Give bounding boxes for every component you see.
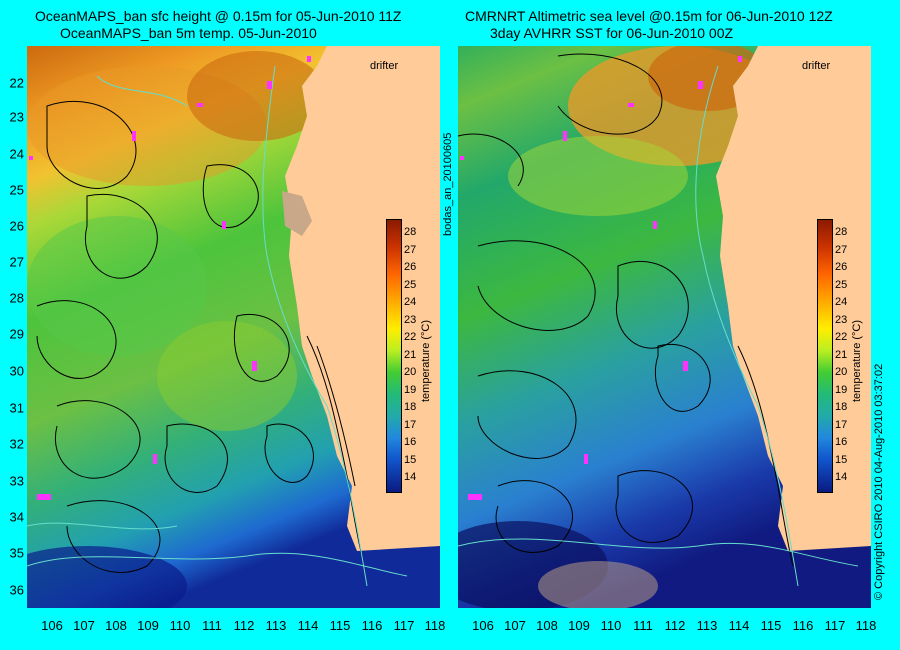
- cbar-tick: 23: [404, 313, 417, 326]
- middle-side-label: bodas_an_20100605: [442, 132, 454, 236]
- x-tick: 113: [265, 618, 287, 633]
- right-title-line2: 3day AVHRR SST for 06-Jun-2010 00Z: [490, 25, 734, 41]
- cbar-tick: 24: [835, 296, 848, 308]
- cbar-tick: 17: [835, 418, 848, 431]
- cbar-tick: 25: [404, 278, 417, 291]
- left-colorbar-label: temperature (°C): [420, 319, 432, 402]
- cbar-tick: 15: [835, 453, 848, 466]
- y-tick: 35: [9, 545, 24, 561]
- x-tick: 110: [169, 618, 191, 633]
- cbar-tick: 25: [835, 278, 848, 291]
- right-map-image: [458, 46, 871, 608]
- x-tick: 117: [824, 618, 846, 633]
- x-tick: 117: [393, 618, 415, 633]
- cbar-tick: 21: [404, 348, 417, 361]
- y-tick: 27: [9, 254, 24, 270]
- y-tick: 25: [9, 182, 24, 198]
- cbar-tick: 18: [404, 401, 417, 413]
- x-tick: 109: [137, 618, 159, 633]
- y-tick: 24: [9, 146, 24, 162]
- cbar-tick: 22: [404, 331, 417, 343]
- left-title-line2: OceanMAPS_ban 5m temp. 05-Jun-2010: [60, 25, 317, 41]
- x-tick: 118: [855, 618, 877, 633]
- cbar-tick: 16: [835, 436, 848, 448]
- right-colorbar-label: temperature (°C): [851, 319, 863, 402]
- x-tick: 108: [536, 618, 558, 633]
- cbar-tick: 19: [835, 383, 848, 396]
- x-tick: 116: [792, 618, 814, 633]
- y-tick: 34: [9, 509, 24, 525]
- x-tick: 107: [504, 618, 526, 633]
- x-tick: 116: [361, 618, 383, 633]
- x-tick: 107: [73, 618, 95, 633]
- y-tick: 31: [9, 400, 24, 416]
- x-tick: 114: [297, 618, 319, 633]
- x-tick: 108: [105, 618, 127, 633]
- left-title-line1: OceanMAPS_ban sfc height @ 0.15m for 05-…: [35, 8, 402, 24]
- y-tick: 22: [9, 75, 24, 91]
- x-tick: 106: [41, 618, 63, 633]
- cbar-tick: 24: [404, 296, 417, 308]
- right-map-panel: [458, 46, 871, 608]
- x-tick: 113: [696, 618, 718, 633]
- cbar-tick: 27: [404, 243, 417, 256]
- x-tick: 112: [664, 618, 686, 633]
- left-drifter-label: drifter: [370, 60, 399, 72]
- cbar-tick: 16: [404, 436, 417, 448]
- cbar-tick: 15: [404, 453, 417, 466]
- y-tick: 33: [9, 473, 24, 489]
- y-tick: 36: [9, 582, 24, 598]
- y-tick: 23: [9, 109, 24, 125]
- cbar-tick: 28: [835, 226, 848, 238]
- cbar-tick: 20: [835, 366, 848, 378]
- right-drifter-label: drifter: [802, 60, 831, 72]
- y-tick: 32: [9, 436, 24, 452]
- cbar-tick: 26: [404, 261, 417, 273]
- cbar-tick: 14: [404, 471, 417, 483]
- cbar-tick: 26: [835, 261, 848, 273]
- cbar-tick: 28: [404, 226, 417, 238]
- cbar-tick: 20: [404, 366, 417, 378]
- cbar-tick: 17: [404, 418, 417, 431]
- y-tick: 28: [9, 290, 24, 306]
- cbar-tick: 18: [835, 401, 848, 413]
- x-tick: 109: [568, 618, 590, 633]
- left-map-panel: [27, 46, 440, 608]
- cbar-tick: 19: [404, 383, 417, 396]
- right-title-line1: CMRNRT Altimetric sea level @0.15m for 0…: [465, 8, 833, 24]
- x-tick: 112: [233, 618, 255, 633]
- x-tick: 114: [728, 618, 750, 633]
- y-tick: 29: [9, 326, 24, 342]
- cbar-tick: 27: [835, 243, 848, 256]
- y-tick: 26: [9, 218, 24, 234]
- y-tick: 30: [9, 363, 24, 379]
- left-map-image: [27, 46, 440, 608]
- cbar-tick: 21: [835, 348, 848, 361]
- left-colorbar: [386, 219, 402, 493]
- x-tick: 106: [472, 618, 494, 633]
- cbar-tick: 14: [835, 471, 848, 483]
- x-tick: 115: [329, 618, 351, 633]
- cbar-tick: 22: [835, 331, 848, 343]
- copyright-label: © Copyright CSIRO 2010 04-Aug-2010 03:37…: [873, 363, 885, 600]
- x-tick: 118: [424, 618, 446, 633]
- x-tick: 111: [633, 618, 653, 633]
- x-tick: 110: [600, 618, 622, 633]
- x-tick: 111: [202, 618, 222, 633]
- x-tick: 115: [760, 618, 782, 633]
- cbar-tick: 23: [835, 313, 848, 326]
- right-colorbar: [817, 219, 833, 493]
